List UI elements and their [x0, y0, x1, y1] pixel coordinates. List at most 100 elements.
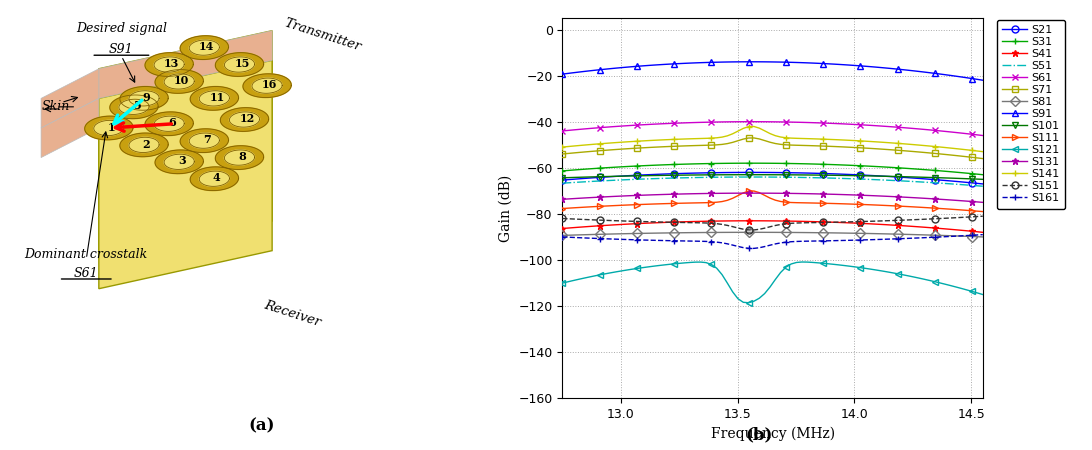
- S101: [934, 175, 947, 180]
- Line: S51: S51: [562, 177, 983, 186]
- Text: 9: 9: [143, 92, 151, 103]
- Polygon shape: [224, 57, 254, 72]
- S51: [848, 176, 862, 181]
- S161: [934, 234, 947, 240]
- S91: [848, 63, 862, 68]
- S101: [976, 176, 989, 182]
- Line: S71: S71: [559, 135, 986, 162]
- Polygon shape: [129, 137, 159, 153]
- Legend: S21, S31, S41, S51, S61, S71, S81, S91, S101, S111, S121, S131, S141, S151, S161: S21, S31, S41, S51, S61, S71, S81, S91, …: [997, 20, 1065, 209]
- S81: [747, 230, 760, 235]
- S51: [817, 175, 830, 180]
- Polygon shape: [180, 36, 228, 59]
- Polygon shape: [41, 99, 98, 158]
- S131: [811, 191, 824, 197]
- S21: [747, 170, 760, 175]
- S61: [556, 128, 569, 134]
- S61: [934, 128, 947, 134]
- S61: [832, 121, 845, 126]
- S101: [743, 172, 756, 177]
- Text: 4: 4: [213, 172, 221, 184]
- Text: 1: 1: [108, 122, 115, 133]
- S141: [743, 124, 756, 129]
- S151: [556, 216, 569, 221]
- Polygon shape: [110, 95, 158, 119]
- Line: S161: S161: [559, 231, 986, 252]
- S161: [743, 246, 756, 251]
- S71: [934, 151, 947, 157]
- S21: [832, 171, 845, 177]
- Line: S141: S141: [559, 123, 986, 155]
- S141: [832, 137, 845, 143]
- S151: [747, 227, 760, 233]
- S81: [832, 230, 845, 236]
- Text: 16: 16: [262, 79, 277, 90]
- S101: [848, 173, 862, 178]
- Polygon shape: [215, 53, 263, 76]
- Text: 8: 8: [238, 151, 246, 162]
- S151: [832, 220, 845, 225]
- S141: [556, 144, 569, 150]
- S81: [811, 230, 824, 235]
- Polygon shape: [120, 133, 168, 157]
- S101: [556, 175, 569, 180]
- S51: [976, 184, 989, 189]
- Text: (b): (b): [745, 426, 773, 443]
- Text: 5: 5: [132, 100, 141, 112]
- Polygon shape: [189, 40, 219, 55]
- Polygon shape: [180, 129, 228, 153]
- S151: [743, 227, 756, 233]
- S131: [976, 200, 989, 205]
- S141: [747, 124, 760, 129]
- S31: [832, 162, 845, 167]
- S121: [838, 263, 851, 268]
- Line: S111: S111: [559, 188, 986, 215]
- S21: [976, 181, 989, 187]
- S41: [848, 220, 862, 226]
- S61: [976, 133, 989, 138]
- S51: [832, 176, 845, 181]
- S81: [556, 233, 569, 238]
- Line: S41: S41: [559, 217, 986, 236]
- S161: [811, 238, 824, 244]
- S21: [556, 177, 569, 183]
- X-axis label: Frequency (MHz): Frequency (MHz): [711, 427, 834, 441]
- S71: [743, 135, 756, 141]
- S141: [817, 136, 830, 142]
- S31: [743, 161, 756, 166]
- S141: [934, 144, 947, 150]
- Polygon shape: [164, 74, 194, 89]
- S91: [934, 72, 947, 77]
- Polygon shape: [242, 74, 292, 98]
- Polygon shape: [154, 116, 185, 131]
- Polygon shape: [155, 150, 203, 174]
- S91: [743, 59, 756, 64]
- S81: [743, 230, 756, 235]
- S131: [832, 192, 845, 197]
- Line: S31: S31: [559, 160, 986, 178]
- Polygon shape: [221, 108, 269, 131]
- S21: [817, 171, 830, 176]
- S111: [848, 202, 862, 207]
- S111: [976, 209, 989, 214]
- S131: [743, 190, 756, 196]
- Polygon shape: [120, 86, 168, 110]
- S161: [976, 232, 989, 237]
- Polygon shape: [154, 57, 185, 72]
- S71: [747, 135, 760, 141]
- Polygon shape: [229, 112, 260, 127]
- S111: [747, 189, 760, 194]
- Text: 10: 10: [174, 75, 189, 86]
- S91: [817, 61, 830, 66]
- S61: [743, 119, 756, 124]
- S21: [848, 172, 862, 177]
- Text: Desired signal: Desired signal: [76, 22, 167, 35]
- S101: [817, 172, 830, 178]
- S161: [556, 234, 569, 239]
- S31: [934, 168, 947, 174]
- Polygon shape: [98, 31, 272, 99]
- Polygon shape: [98, 31, 272, 259]
- Polygon shape: [199, 91, 229, 106]
- S41: [817, 219, 830, 225]
- S71: [817, 144, 830, 149]
